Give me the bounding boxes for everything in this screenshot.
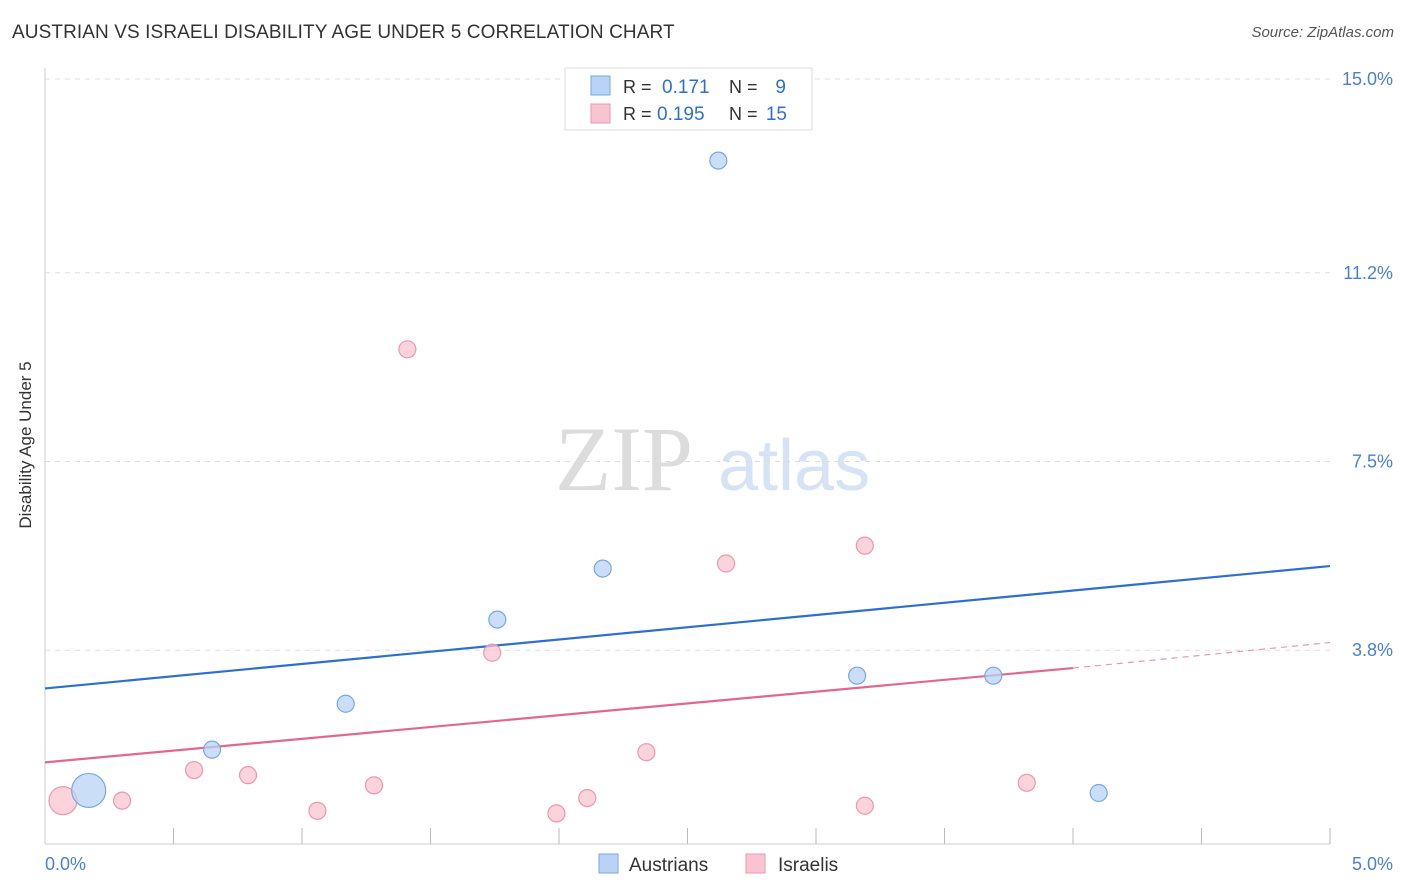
point-israelis [855,536,874,555]
y-axis-label-wrap: Disability Age Under 5 [16,278,36,528]
watermark-atlas: atlas [718,426,870,506]
legend-swatch-austrians [590,75,611,96]
point-austrians [488,610,507,629]
point-israelis [578,788,597,808]
y-tick-label: 11.2% [1343,263,1393,283]
point-austrians [984,666,1003,685]
legend-bottom-label-austrians: Austrians [629,855,708,876]
point-israelis [308,801,327,820]
legend-n-label-austrians: N = [729,77,758,97]
y-axis-tick-labels: 3.8% 7.5% 11.2% 15.0% [1342,69,1393,660]
trend-line-austrians [44,564,1331,690]
point-israelis [398,340,417,359]
watermark-zip: ZIP [555,408,693,510]
point-austrians [848,666,867,685]
x-tick-label-max: 5.0% [1352,854,1393,874]
legend-n-value-israelis: 15 [766,104,787,125]
trend-lines [44,564,1331,764]
point-israelis [637,743,656,762]
point-austrians [709,151,728,170]
point-israelis [184,760,204,780]
legend-swatch-israelis [590,103,611,124]
y-axis-label: Disability Age Under 5 [16,361,35,529]
legend-bottom: Austrians Israelis [598,853,838,876]
legend-bottom-swatch-austrians [598,853,619,874]
point-israelis [112,791,132,810]
point-israelis [1017,773,1036,792]
data-points [48,151,1108,823]
point-austrians [202,740,222,759]
legend-r-value-israelis: 0.195 [657,104,705,125]
point-austrians [71,772,107,809]
legend-r-label-austrians: R = [623,77,652,97]
point-israelis [238,766,258,785]
point-israelis [483,643,502,662]
point-israelis [547,804,566,823]
point-israelis [364,776,384,795]
legend-n-label-israelis: N = [729,104,758,124]
point-austrians [593,559,612,578]
point-israelis [716,554,736,573]
x-axis-ticks [173,828,1331,844]
legend-r-value-austrians: 0.171 [662,77,710,98]
point-austrians [1089,783,1108,803]
x-tick-label-min: 0.0% [45,854,86,874]
y-tick-label: 15.0% [1342,69,1393,89]
grid-lines [45,78,1330,651]
chart-title: AUSTRIAN VS ISRAELI DISABILITY AGE UNDER… [12,22,675,43]
legend-n-value-austrians: 9 [775,77,786,98]
legend-r-label-israelis: R = [623,104,652,124]
point-austrians [336,694,355,713]
source-credit: Source: ZipAtlas.com [1251,24,1394,41]
legend-top: R = 0.171 N = 9 R = 0.195 N = 15 [564,67,813,131]
y-tick-label: 3.8% [1352,640,1393,660]
y-tick-label: 7.5% [1352,452,1393,472]
trend-line-israelis [44,666,1074,764]
legend-bottom-label-israelis: Israelis [778,855,838,876]
trend-line-israelis-extension [1072,641,1331,669]
legend-bottom-swatch-israelis [745,853,766,874]
point-israelis [855,796,874,815]
